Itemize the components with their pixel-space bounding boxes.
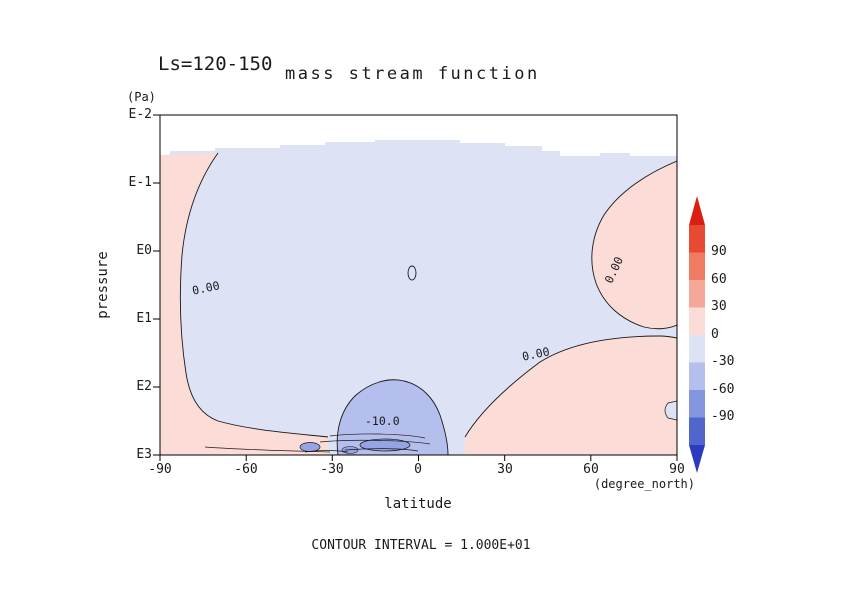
colorbar-label-m30: -30: [711, 354, 735, 369]
x-axis-label: latitude: [384, 496, 452, 512]
colorbar-band-6: [689, 362, 705, 390]
contour-dense-2: [319, 439, 431, 445]
x-tick-90: 90: [669, 462, 685, 477]
contour-zero-lower-right: [464, 335, 677, 438]
y-tick-e2: E2: [136, 379, 152, 394]
colorbar-label-30: 30: [711, 299, 727, 314]
x-tick-30: 30: [497, 462, 513, 477]
contour-dense-1: [329, 433, 426, 439]
colorbar-band-2: [689, 252, 705, 280]
x-tick-m60: -60: [234, 462, 258, 477]
colorbar-bottom-arrow: [689, 445, 705, 473]
fill-negative-mid-cell: [337, 379, 448, 455]
colorbar-band-7: [689, 390, 705, 418]
contour-dense-5: [204, 446, 331, 453]
x-tick-0: 0: [414, 462, 422, 477]
contour-zero-left: [179, 152, 329, 438]
colorbar-band-5: [689, 335, 705, 363]
colorbar: [689, 196, 705, 473]
colorbar-label-90: 90: [711, 244, 727, 259]
contour-minus10-cell: [336, 379, 449, 455]
colorbar-label-m90: -90: [711, 409, 735, 424]
x-axis-unit: (degree_north): [593, 477, 695, 491]
plot-title: mass stream function: [285, 64, 540, 84]
contour-dense-3: [344, 448, 419, 452]
y-axis-unit: (Pa): [127, 90, 156, 104]
x-axis-tickmarks: [159, 455, 678, 461]
colorbar-label-m60: -60: [711, 382, 735, 397]
contour-label-minus-ten: -10.0: [365, 414, 400, 428]
x-tick-m30: -30: [320, 462, 344, 477]
colorbar-label-0: 0: [711, 327, 719, 342]
x-tick-60: 60: [583, 462, 599, 477]
fill-negative-dark-core-1: [359, 438, 411, 452]
fill-positive-lower-right-region: [465, 336, 677, 455]
y-tick-e1: E1: [136, 311, 152, 326]
contour-zero-upper-right: [591, 160, 677, 330]
colorbar-band-4: [689, 307, 705, 335]
colorbar-band-3: [689, 280, 705, 308]
y-axis-tickmarks: [153, 114, 160, 456]
y-axis-label: pressure: [95, 251, 111, 319]
ls-range-label: Ls=120-150: [158, 53, 273, 75]
y-tick-e-1: E-1: [128, 175, 152, 190]
fill-right-edge-notch: [665, 401, 677, 420]
fill-negative-dark-core-2: [299, 442, 321, 452]
contour-interval-note: CONTOUR INTERVAL = 1.000E+01: [311, 538, 531, 553]
fill-positive-left-region: [160, 153, 328, 455]
y-tick-e3: E3: [136, 447, 152, 462]
colorbar-label-60: 60: [711, 272, 727, 287]
colorbar-top-arrow: [689, 196, 705, 225]
colorbar-band-1: [689, 225, 705, 253]
y-tick-e-2: E-2: [128, 107, 152, 122]
fill-negative-dark-core-3: [341, 446, 359, 454]
fill-positive-upper-right-lobe: [591, 161, 677, 329]
contour-right-edge-notch: [664, 400, 677, 421]
contour-small-closed-center: [407, 265, 417, 281]
y-tick-e0: E0: [136, 243, 152, 258]
colorbar-band-8: [689, 417, 705, 445]
x-tick-m90: -90: [148, 462, 172, 477]
